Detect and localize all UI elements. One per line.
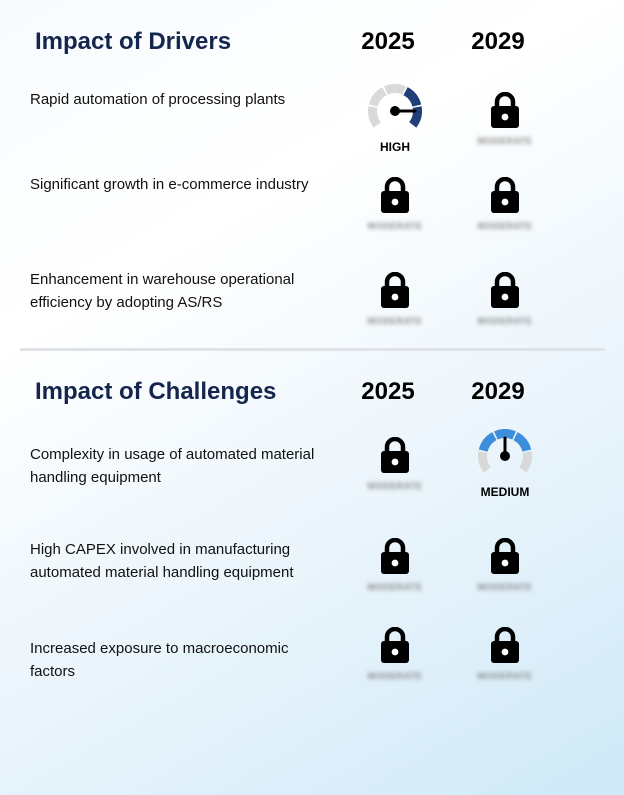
challenges-row-label: Increased exposure to macroeconomic fact… bbox=[30, 640, 289, 680]
drivers-row: Significant growth in e-commerce industr… bbox=[0, 173, 624, 253]
drivers-year-2029: 2029 bbox=[471, 28, 525, 55]
drivers-row: Enhancement in warehouse operational eff… bbox=[0, 268, 624, 348]
locked-impact-cell[interactable]: MODERATE bbox=[350, 537, 440, 608]
gauge-icon bbox=[475, 429, 535, 479]
challenges-row-label: High CAPEX involved in manufacturing aut… bbox=[30, 541, 294, 581]
blurred-impact-level: MODERATE bbox=[367, 316, 423, 326]
gauge-icon bbox=[365, 84, 425, 134]
blurred-impact-level: MODERATE bbox=[367, 481, 423, 491]
locked-impact-cell[interactable]: MODERATE bbox=[350, 626, 440, 697]
blurred-impact-level: MODERATE bbox=[477, 671, 533, 681]
blurred-impact-level: MODERATE bbox=[477, 221, 533, 231]
lock-icon bbox=[380, 436, 410, 473]
locked-impact-cell[interactable]: MODERATE bbox=[350, 436, 440, 507]
blurred-impact-level: MODERATE bbox=[367, 221, 423, 231]
drivers-row-label: Enhancement in warehouse operational eff… bbox=[30, 271, 295, 311]
locked-impact-cell[interactable]: MODERATE bbox=[460, 176, 550, 247]
challenges-year-2029: 2029 bbox=[471, 378, 525, 405]
section-divider bbox=[20, 348, 605, 351]
lock-icon bbox=[490, 91, 520, 128]
drivers-title: Impact of Drivers bbox=[35, 28, 232, 55]
blurred-impact-level: MODERATE bbox=[477, 316, 533, 326]
locked-impact-cell[interactable]: MODERATE bbox=[460, 91, 550, 162]
challenges-row-label: Complexity in usage of automated materia… bbox=[30, 446, 315, 486]
impact-level-label: MEDIUM bbox=[480, 485, 530, 499]
drivers-year-2025: 2025 bbox=[361, 28, 415, 55]
lock-icon bbox=[380, 537, 410, 574]
challenges-row: Increased exposure to macroeconomic fact… bbox=[0, 626, 624, 717]
drivers-row: Rapid automation of processing plants HIG… bbox=[0, 84, 624, 168]
lock-icon bbox=[490, 271, 520, 308]
locked-impact-cell[interactable]: MODERATE bbox=[350, 271, 440, 342]
drivers-row-label: Rapid automation of processing plants bbox=[30, 91, 286, 108]
challenges-title: Impact of Challenges bbox=[35, 378, 277, 405]
challenges-year-2025: 2025 bbox=[361, 378, 415, 405]
lock-icon bbox=[490, 176, 520, 213]
impact-gauge-cell: MEDIUM bbox=[460, 429, 550, 507]
lock-icon bbox=[490, 626, 520, 663]
impact-gauge-cell: HIGH bbox=[350, 84, 440, 162]
blurred-impact-level: MODERATE bbox=[367, 671, 423, 681]
locked-impact-cell[interactable]: MODERATE bbox=[460, 626, 550, 697]
blurred-impact-level: MODERATE bbox=[477, 582, 533, 592]
locked-impact-cell[interactable]: MODERATE bbox=[460, 271, 550, 342]
lock-icon bbox=[490, 537, 520, 574]
blurred-impact-level: MODERATE bbox=[367, 582, 423, 592]
locked-impact-cell[interactable]: MODERATE bbox=[460, 537, 550, 608]
lock-icon bbox=[380, 626, 410, 663]
lock-icon bbox=[380, 271, 410, 308]
lock-icon bbox=[380, 176, 410, 213]
drivers-row-label: Significant growth in e-commerce industr… bbox=[30, 176, 309, 193]
impact-level-label: HIGH bbox=[380, 140, 410, 154]
blurred-impact-level: MODERATE bbox=[477, 136, 533, 146]
challenges-row: Complexity in usage of automated materia… bbox=[0, 429, 624, 523]
challenges-row: High CAPEX involved in manufacturing aut… bbox=[0, 537, 624, 618]
locked-impact-cell[interactable]: MODERATE bbox=[350, 176, 440, 247]
